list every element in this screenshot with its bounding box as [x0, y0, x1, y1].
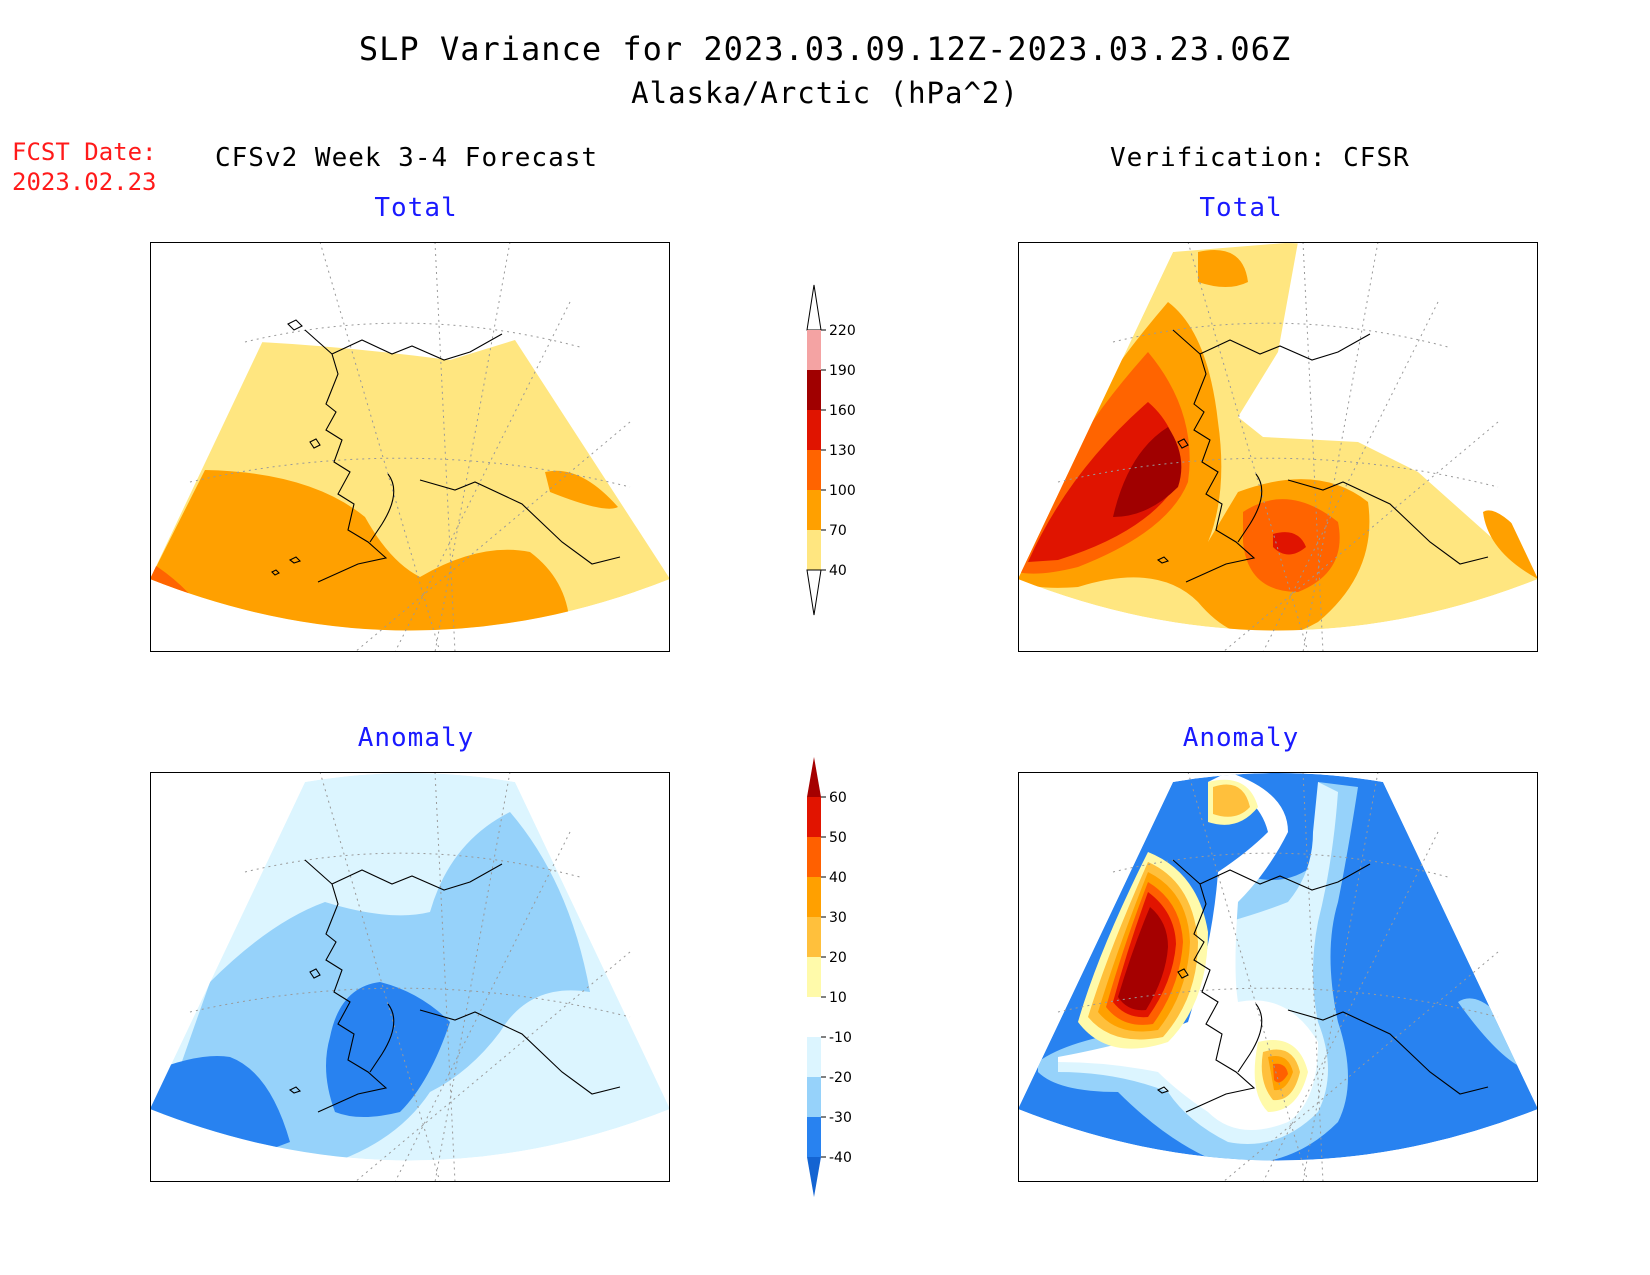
colorbar-tick-label: 130	[829, 443, 856, 459]
colorbar-swatch	[807, 917, 821, 957]
colorbar-tick-label: 100	[829, 483, 856, 499]
colorbar-swatch	[807, 530, 821, 570]
contour-70-100-east	[545, 470, 618, 509]
colorbar-tick-label: 70	[829, 523, 847, 539]
colorbar-swatch	[807, 797, 821, 837]
chart-title: SLP Variance for 2023.03.09.12Z-2023.03.…	[358, 30, 1292, 68]
verification-column-title: Verification: CFSR	[1110, 143, 1410, 173]
contour-above-60	[1118, 907, 1168, 1011]
colorbar-tail-bottom	[806, 569, 822, 616]
forecast-total-map	[150, 242, 670, 652]
forecast-total-label: Total	[374, 193, 458, 223]
forecast-anomaly-map	[150, 772, 670, 1182]
contour-160-190	[1113, 427, 1182, 517]
contour-minus30-minus20	[150, 982, 450, 1161]
graticule	[189, 242, 631, 652]
colorbar-swatch	[807, 957, 821, 997]
colorbar-swatch	[807, 370, 821, 410]
verification-anomaly-label: Anomaly	[1182, 723, 1300, 753]
fcst-date-value: 2023.02.23	[12, 168, 157, 196]
colorbar-swatch	[807, 1037, 821, 1077]
forecast-column-title: CFSv2 Week 3-4 Forecast	[215, 143, 599, 173]
colorbar-swatch	[807, 330, 821, 370]
total-colorbar: 40 70 100 130 160 190 220	[806, 284, 856, 616]
colorbar-tail-bottom	[807, 1157, 821, 1197]
colorbar-tick-label: 50	[829, 830, 847, 846]
anomaly-colorbar: -40 -30 -20 -10 10 20 30 40 50 60	[807, 757, 852, 1197]
colorbar-tick-label: -10	[829, 1030, 852, 1046]
colorbar-swatch	[807, 1077, 821, 1117]
chart-subtitle: Alaska/Arctic (hPa^2)	[631, 76, 1019, 110]
colorbar-tick-label: 10	[829, 990, 847, 1006]
colorbar-swatch	[807, 410, 821, 450]
colorbar-tick-label: 40	[829, 870, 847, 886]
coastline	[271, 319, 621, 583]
colorbar-swatch	[807, 1117, 821, 1157]
colorbar-tick-label: -20	[829, 1070, 852, 1086]
verification-total-map	[1018, 242, 1538, 652]
colorbar-tick-label: 220	[829, 323, 856, 339]
colorbar-swatch	[807, 997, 821, 1037]
colorbar-swatch	[807, 837, 821, 877]
colorbar-tick-label: -40	[829, 1150, 852, 1166]
colorbar-swatch	[807, 490, 821, 530]
fcst-date-label: FCST Date:	[12, 138, 157, 166]
colorbar-tick-label: 20	[829, 950, 847, 966]
forecast-anomaly-label: Anomaly	[357, 723, 475, 753]
colorbar-swatch	[807, 450, 821, 490]
colorbar-tick-label: 40	[829, 563, 847, 579]
contour-minus10-10	[1058, 773, 1318, 1130]
colorbar-tick-label: 60	[829, 790, 847, 806]
colorbar-tick-label: 30	[829, 910, 847, 926]
verification-anomaly-map	[1018, 772, 1538, 1182]
colorbar-tick-label: 190	[829, 363, 856, 379]
colorbar-tail-top	[806, 284, 822, 331]
colorbar-tail-top	[807, 757, 821, 797]
colorbar-tick-label: 160	[829, 403, 856, 419]
colorbar-swatch	[807, 877, 821, 917]
colorbar-tick-label: -30	[829, 1110, 852, 1126]
verification-total-label: Total	[1199, 193, 1283, 223]
